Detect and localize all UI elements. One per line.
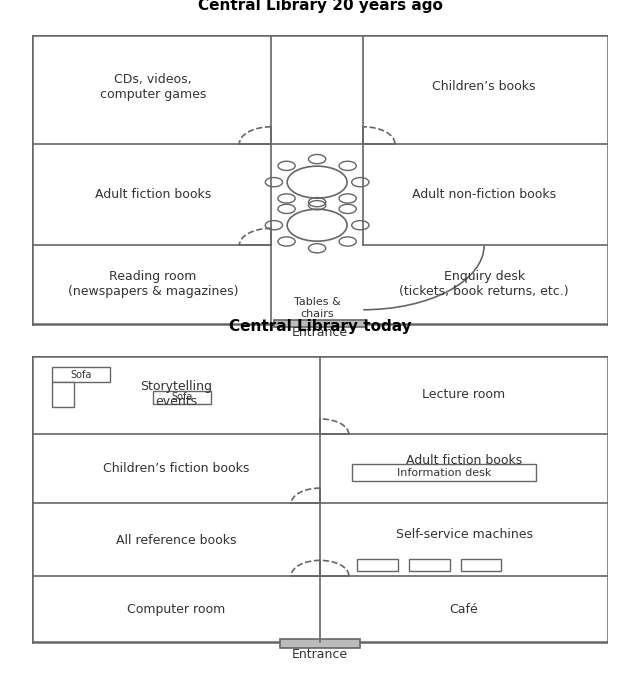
Text: CDs, videos,
computer games: CDs, videos, computer games (100, 73, 206, 101)
Text: Café: Café (450, 603, 478, 616)
Text: Tables &
chairs: Tables & chairs (294, 297, 340, 319)
Text: Computer room: Computer room (127, 603, 225, 616)
Text: Entrance: Entrance (292, 647, 348, 661)
Bar (153, 390, 211, 404)
Text: All reference books: All reference books (116, 534, 236, 547)
Bar (52, 367, 110, 382)
Bar (461, 559, 502, 571)
Text: Children’s books: Children’s books (433, 80, 536, 93)
Text: Information desk: Information desk (397, 468, 491, 478)
Bar (357, 559, 398, 571)
Bar (52, 382, 74, 406)
Text: Adult fiction books: Adult fiction books (95, 188, 211, 201)
Text: Enquiry desk
(tickets, book returns, etc.): Enquiry desk (tickets, book returns, etc… (399, 269, 569, 298)
Bar (280, 638, 360, 648)
Text: Adult non-fiction books: Adult non-fiction books (412, 188, 556, 201)
Text: Storytelling
events: Storytelling events (140, 380, 212, 408)
Bar (274, 320, 366, 328)
Text: Entrance: Entrance (292, 326, 348, 339)
Text: Sofa: Sofa (70, 370, 92, 379)
Text: Self-service machines: Self-service machines (396, 528, 532, 541)
Text: Children’s fiction books: Children’s fiction books (103, 462, 249, 475)
Bar (410, 559, 449, 571)
Text: Sofa: Sofa (171, 392, 193, 402)
Text: Reading room
(newspapers & magazines): Reading room (newspapers & magazines) (68, 269, 238, 298)
Text: Central Library today: Central Library today (228, 319, 412, 334)
Text: Adult fiction books: Adult fiction books (406, 454, 522, 467)
Text: Central Library 20 years ago: Central Library 20 years ago (198, 0, 442, 13)
Bar (352, 464, 536, 482)
Text: Lecture room: Lecture room (422, 388, 506, 401)
